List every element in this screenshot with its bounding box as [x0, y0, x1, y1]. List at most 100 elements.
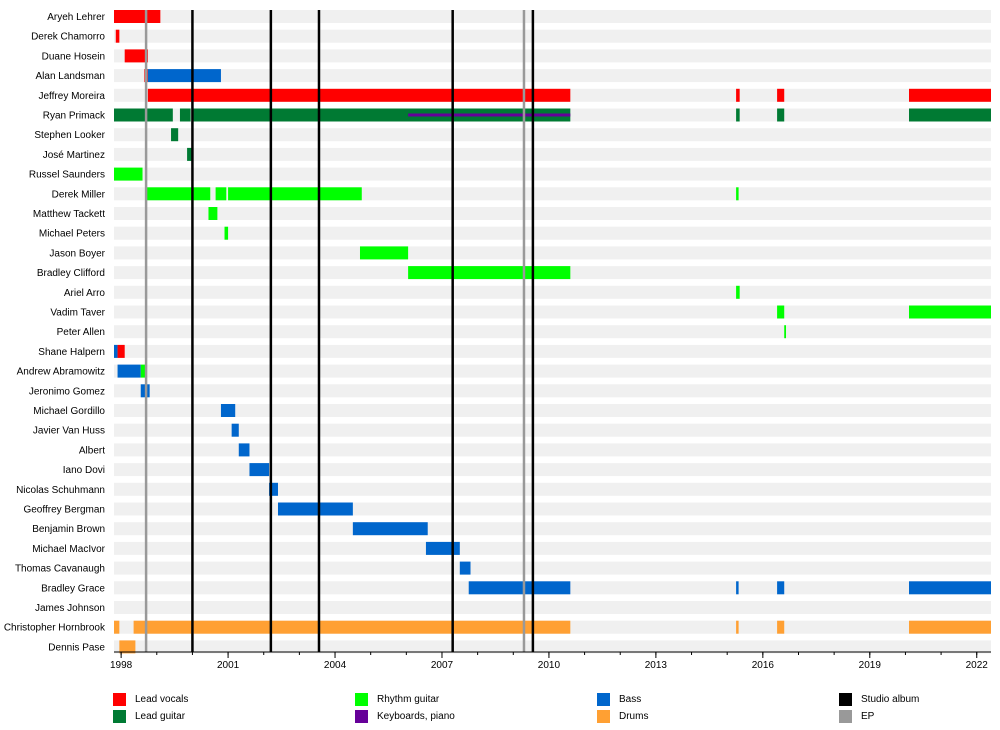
membership-bar-rhythm [228, 187, 362, 201]
x-tick-label: 2022 [966, 660, 989, 671]
row-background [114, 29, 991, 43]
member-name: Dennis Pase [48, 642, 105, 653]
legend-label: Studio album [861, 693, 920, 705]
member-name: Iano Dovi [63, 465, 105, 476]
legend-swatch [355, 692, 368, 706]
membership-bar-rhythm [909, 305, 991, 319]
member-name: Albert [79, 445, 105, 456]
row-background [114, 561, 991, 575]
membership-bar-keys [408, 113, 571, 117]
row-background [114, 541, 991, 555]
membership-bar-rhythm [146, 187, 211, 201]
membership-bar-leadguitar [736, 108, 740, 122]
legend-swatch [597, 709, 610, 723]
row-background [114, 443, 991, 457]
membership-bar-drums [736, 620, 739, 634]
row-background [114, 285, 991, 299]
member-name: Michael Peters [39, 229, 105, 240]
membership-bar-bass [352, 522, 428, 536]
membership-bar-vocals [124, 49, 148, 63]
member-name: Aryeh Lehrer [47, 12, 105, 23]
row-background [114, 10, 991, 23]
membership-bar-drums [777, 620, 785, 634]
member-name: Matthew Tackett [33, 209, 105, 220]
legend-item-keys: Keyboards, piano [355, 709, 455, 723]
membership-bar-leadguitar [777, 108, 785, 122]
membership-bar-rhythm [777, 305, 785, 319]
membership-bar-vocals [115, 29, 120, 43]
member-name: Duane Hosein [42, 51, 105, 62]
x-tick-label: 2001 [217, 660, 240, 671]
row-background [114, 384, 991, 398]
row-background [114, 167, 991, 181]
member-name: Michael Gordillo [33, 406, 105, 417]
member-name: Stephen Looker [34, 130, 105, 141]
membership-bar-leadguitar [192, 108, 571, 122]
membership-bar-leadguitar [187, 147, 193, 161]
row-background [114, 502, 991, 516]
member-name: Shane Halpern [38, 347, 105, 358]
membership-bar-bass [147, 69, 221, 83]
member-name: Alan Landsman [36, 71, 106, 82]
member-name: James Johnson [35, 603, 105, 614]
member-name: Christopher Hornbrook [4, 623, 106, 634]
legend-label: Rhythm guitar [377, 693, 440, 705]
membership-bar-bass [459, 561, 471, 575]
member-name: Ryan Primack [43, 111, 106, 122]
membership-bar-bass [909, 581, 991, 595]
membership-bar-bass [114, 344, 118, 358]
legend-swatch [839, 709, 852, 723]
membership-bar-bass [238, 443, 250, 457]
membership-bar-bass [468, 581, 571, 595]
row-background [114, 207, 991, 220]
membership-bar-rhythm [736, 285, 740, 299]
member-name: Jeronimo Gomez [29, 386, 105, 397]
row-background [114, 344, 991, 358]
member-name: Nicolas Schuhmann [16, 485, 105, 496]
member-name: Derek Chamorro [31, 32, 105, 43]
row-background [114, 640, 991, 654]
membership-bar-rhythm [208, 207, 218, 220]
membership-bar-rhythm [140, 364, 147, 378]
legend-item-ep: EP [839, 709, 874, 723]
member-name: Thomas Cavanaugh [15, 564, 105, 575]
membership-bar-bass [736, 581, 739, 595]
legend-item-vocals: Lead vocals [113, 692, 188, 706]
x-tick-label: 1998 [110, 660, 133, 671]
x-tick-label: 2004 [324, 660, 347, 671]
membership-bar-bass [425, 541, 460, 555]
membership-bar-bass [269, 482, 278, 496]
chart-legend: Lead vocals Lead guitar Rhythm guitar Keybo… [0, 688, 1000, 728]
membership-bar-rhythm [784, 325, 787, 339]
legend-label: EP [861, 710, 875, 722]
legend-label: Drums [619, 710, 649, 722]
row-background [114, 423, 991, 437]
x-tick-label: 2019 [859, 660, 882, 671]
row-background [114, 601, 991, 614]
membership-bar-rhythm [359, 246, 409, 260]
legend-label: Lead guitar [135, 710, 186, 722]
x-tick-label: 2010 [538, 660, 561, 671]
member-name: Ariel Arro [64, 288, 106, 299]
row-background [114, 128, 991, 142]
member-name: Jeffrey Moreira [38, 91, 105, 102]
member-name: Bradley Grace [41, 583, 105, 594]
row-background [114, 305, 991, 319]
member-name: Geoffrey Bergman [23, 505, 105, 516]
row-background [114, 463, 991, 477]
row-background [114, 246, 991, 260]
row-background [114, 226, 991, 240]
membership-bar-rhythm [736, 187, 739, 201]
membership-bar-leadguitar [179, 108, 191, 122]
legend-label: Bass [619, 693, 642, 705]
membership-bar-bass [777, 581, 785, 595]
x-tick-label: 2016 [752, 660, 775, 671]
membership-bar-rhythm [408, 266, 571, 280]
row-background [114, 69, 991, 83]
membership-bar-vocals [909, 88, 991, 102]
legend-swatch [597, 692, 610, 706]
legend-swatch [113, 709, 126, 723]
membership-bar-vocals [736, 88, 740, 102]
legend-item-drums: Drums [597, 709, 648, 723]
